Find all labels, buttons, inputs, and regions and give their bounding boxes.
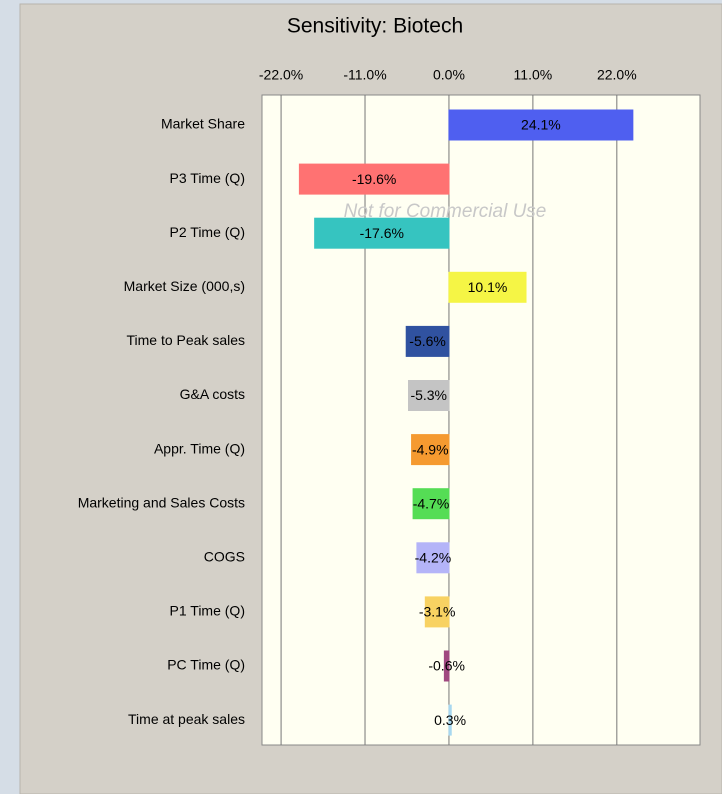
data-label: -5.6% [409,333,446,349]
x-tick-label: -11.0% [343,67,386,83]
bar [424,596,450,628]
y-tick-label: Marketing and Sales Costs [78,494,245,510]
bar [448,704,452,736]
bar [443,650,450,682]
x-tick-label: 22.0% [597,67,637,83]
chart-title: Sensitivity: Biotech [287,15,463,38]
data-label: -4.2% [415,550,452,566]
y-tick-label: Market Share [161,116,245,132]
bar [298,163,450,195]
bar [448,271,527,303]
y-tick-label: P2 Time (Q) [170,224,245,240]
bar [416,542,450,574]
data-label: 0.3% [434,712,466,728]
data-label: -0.6% [428,658,465,674]
data-label: -17.6% [360,225,404,241]
y-tick-label: P3 Time (Q) [170,170,245,186]
y-tick-label: PC Time (Q) [167,657,245,673]
x-tick-label: 0.0% [433,67,465,83]
y-tick-label: Market Size (000,s) [124,278,245,294]
bar [405,325,450,357]
y-tick-label: Appr. Time (Q) [154,440,245,456]
bar [412,488,450,520]
y-tick-label: COGS [204,549,245,565]
data-label: 24.1% [521,117,561,133]
data-label: -5.3% [410,387,447,403]
bar [408,380,450,411]
x-tick-label: -22.0% [259,67,303,83]
data-label: -4.7% [413,495,450,511]
bar [314,217,450,249]
x-tick-label: 11.0% [514,67,553,83]
bar [411,434,450,466]
data-label: -3.1% [419,604,456,620]
data-label: -4.9% [412,441,449,457]
plot-area [261,94,701,746]
data-label: -19.6% [352,171,396,187]
y-tick-label: Time to Peak sales [126,332,245,348]
y-tick-label: Time at peak sales [128,711,245,727]
data-label: 10.1% [468,279,508,295]
y-tick-label: G&A costs [180,386,245,402]
y-tick-label: P1 Time (Q) [170,603,245,619]
watermark: Not for Commercial Use [344,201,547,222]
bar [448,109,634,141]
